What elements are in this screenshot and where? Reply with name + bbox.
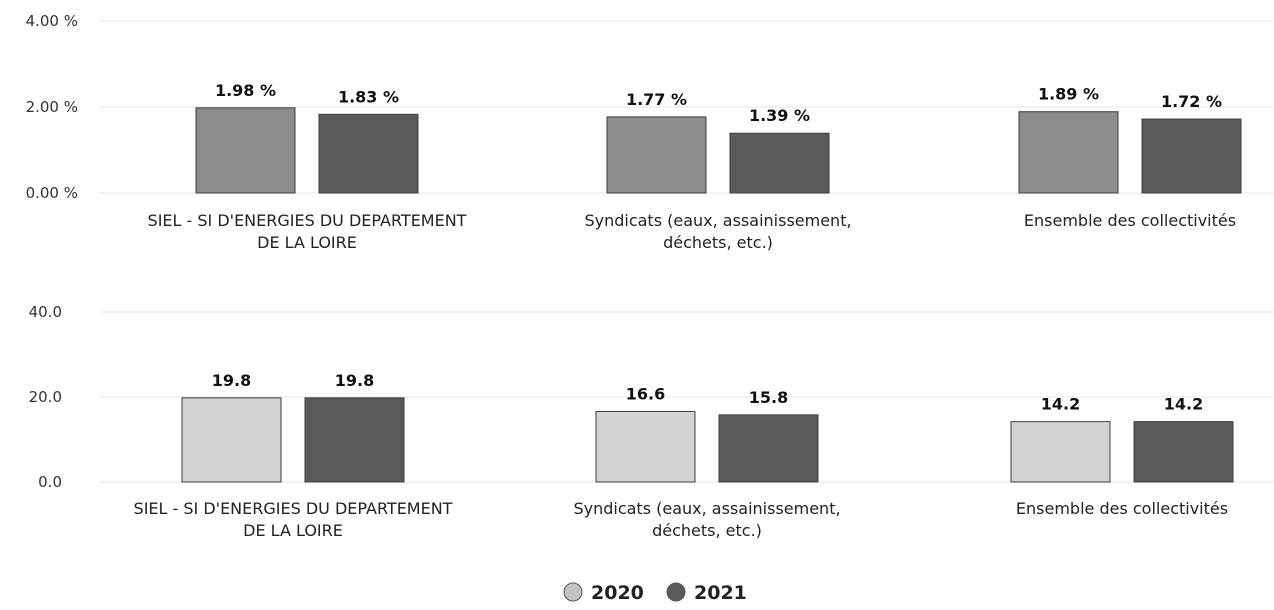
data-label: 14.2 [1164,395,1203,414]
category-label-line: déchets, etc.) [652,521,762,540]
data-label: 1.39 % [749,106,810,125]
category-label-line: DE LA LOIRE [243,521,343,540]
data-label: 19.8 [212,371,251,390]
y-tick-label: 20.0 [29,388,62,406]
bar [195,107,296,194]
y-tick-label: 0.00 % [26,184,78,202]
y-tick-label: 40.0 [29,303,62,321]
data-label: 1.83 % [338,87,399,106]
category-label-line: Syndicats (eaux, assainissement, [573,499,840,518]
category-label: SIEL - SI D'ENERGIES DU DEPARTEMENT DE LA… [134,499,453,540]
data-label: 16.6 [626,384,665,403]
data-label: 1.77 % [626,90,687,109]
category-label: Ensemble des collectivités [1016,499,1228,518]
legend-marker[interactable] [563,582,583,602]
category-label: SIEL - SI D'ENERGIES DU DEPARTEMENT DE LA… [148,211,467,252]
bar [1018,111,1119,194]
data-label: 15.8 [749,388,788,407]
category-label: Ensemble des collectivités [1024,211,1236,230]
bar [606,116,707,194]
bar [318,113,419,194]
data-label: 1.98 % [215,81,276,100]
data-label: 14.2 [1041,395,1080,414]
category-label-line: DE LA LOIRE [257,233,357,252]
y-tick-label: 4.00 % [26,12,78,30]
category-label: Syndicats (eaux, assainissement, déchets,… [573,499,840,540]
legend-marker[interactable] [666,582,686,602]
bar [1010,421,1111,483]
bar [181,397,282,483]
category-label-line: SIEL - SI D'ENERGIES DU DEPARTEMENT [134,499,453,518]
category-label-line: SIEL - SI D'ENERGIES DU DEPARTEMENT [148,211,467,230]
data-label: 19.8 [335,371,374,390]
bar [729,132,830,194]
legend-label[interactable]: 2021 [694,582,747,604]
data-label: 1.89 % [1038,85,1099,104]
bar [595,410,696,483]
bar [1141,118,1242,194]
category-label-line: déchets, etc.) [663,233,773,252]
y-tick-label: 0.0 [38,473,62,491]
category-label-line: Ensemble des collectivités [1024,211,1236,230]
bar [1133,421,1234,483]
bar [304,397,405,483]
data-label: 1.72 % [1161,92,1222,111]
category-label-line: Syndicats (eaux, assainissement, [584,211,851,230]
legend-label[interactable]: 2020 [591,582,644,604]
y-tick-label: 2.00 % [26,98,78,116]
category-label: Syndicats (eaux, assainissement, déchets,… [584,211,851,252]
category-label-line: Ensemble des collectivités [1016,499,1228,518]
bar [718,414,819,483]
